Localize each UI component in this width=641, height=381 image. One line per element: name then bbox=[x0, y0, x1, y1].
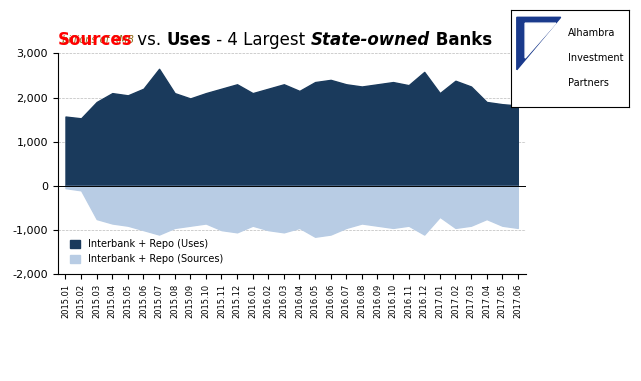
Text: Partners: Partners bbox=[568, 78, 609, 88]
Text: State-owned: State-owned bbox=[311, 31, 430, 49]
Polygon shape bbox=[517, 17, 561, 70]
Text: vs.: vs. bbox=[132, 31, 167, 49]
Text: - 4 Largest: - 4 Largest bbox=[212, 31, 311, 49]
Legend: Interbank + Repo (Uses), Interbank + Repo (Sources): Interbank + Repo (Uses), Interbank + Rep… bbox=[67, 237, 226, 267]
Text: Investment: Investment bbox=[568, 53, 623, 63]
Text: billions of RMB: billions of RMB bbox=[62, 35, 135, 45]
Text: Banks: Banks bbox=[430, 31, 492, 49]
Text: Uses: Uses bbox=[167, 31, 212, 49]
Text: Sources: Sources bbox=[58, 31, 132, 49]
Text: Alhambra: Alhambra bbox=[568, 28, 615, 38]
Polygon shape bbox=[525, 23, 556, 58]
